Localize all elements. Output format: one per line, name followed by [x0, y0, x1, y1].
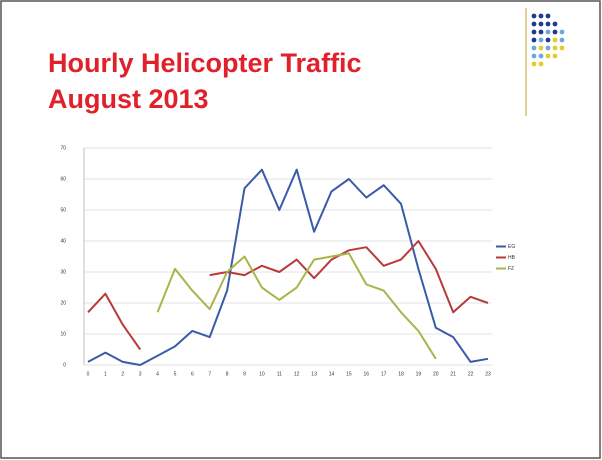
x-tick-label: 17: [381, 371, 387, 377]
decor-dots: [531, 13, 565, 67]
series-line: [87, 292, 142, 351]
x-tick-label: 16: [363, 371, 369, 377]
x-tick-label: 2: [121, 371, 124, 377]
x-tick-label: 3: [139, 371, 142, 377]
y-tick-label: 40: [60, 238, 66, 244]
series-line: [156, 252, 437, 360]
chart-title: Hourly Helicopter Traffic: [48, 48, 362, 78]
y-tick-label: 70: [60, 145, 66, 151]
x-tick-label: 11: [277, 371, 282, 377]
x-tick-label: 10: [259, 371, 265, 377]
x-tick-label: 15: [346, 371, 352, 377]
x-tick-label: 12: [294, 371, 300, 377]
series-line: [209, 240, 489, 314]
y-tick-label: 10: [60, 331, 66, 337]
x-tick-label: 18: [398, 371, 404, 377]
x-tick-label: 1: [104, 371, 107, 377]
legend-label: HB: [508, 255, 516, 261]
x-tick-label: 19: [416, 371, 422, 377]
y-tick-label: 0: [63, 362, 66, 368]
x-tick-label: 21: [450, 371, 456, 377]
x-tick-label: 7: [208, 371, 211, 377]
y-tick-label: 20: [60, 300, 66, 306]
y-tick-label: 30: [60, 269, 66, 275]
legend-label: FZ: [508, 266, 514, 272]
y-tick-label: 50: [60, 207, 66, 213]
legend-label: EG: [508, 244, 515, 250]
series-line: [87, 168, 489, 366]
x-tick-label: 5: [174, 371, 177, 377]
x-tick-label: 0: [87, 371, 90, 377]
x-tick-label: 6: [191, 371, 194, 377]
x-tick-label: 13: [311, 371, 317, 377]
chart-subtitle: August 2013: [48, 84, 209, 114]
x-tick-label: 23: [485, 371, 491, 377]
x-tick-label: 22: [468, 371, 474, 377]
x-tick-label: 9: [243, 371, 246, 377]
y-tick-label: 60: [60, 176, 66, 182]
x-tick-label: 8: [226, 371, 229, 377]
x-tick-label: 4: [156, 371, 159, 377]
x-tick-label: 14: [329, 371, 335, 377]
x-tick-label: 20: [433, 371, 439, 377]
